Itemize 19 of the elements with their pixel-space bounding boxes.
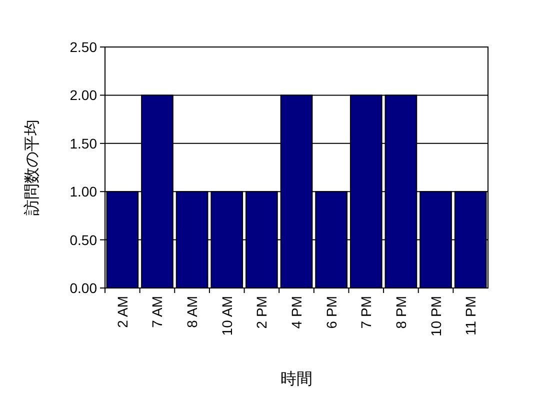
x-axis-title: 時間 (280, 370, 312, 388)
x-tick-label: 11 PM (462, 296, 479, 336)
x-tick-label: 10 PM (428, 296, 444, 336)
y-tick-label: 2.50 (70, 39, 98, 55)
x-tick-label: 2 AM (114, 296, 130, 328)
x-tick-label: 7 PM (358, 296, 374, 329)
y-tick-label: 1.00 (70, 184, 98, 200)
y-tick-label: 0.50 (70, 232, 98, 248)
x-tick-label: 4 PM (288, 296, 304, 329)
x-tick-label: 8 PM (392, 296, 409, 329)
x-tick-label: 10 AM (218, 296, 235, 336)
x-tick-label: 7 AM (149, 296, 166, 328)
y-tick-label: 2.00 (70, 87, 98, 104)
y-tick-label: 1.50 (70, 135, 98, 152)
x-tick-label: 8 AM (184, 296, 200, 328)
x-tick-label: 6 PM (323, 296, 340, 329)
y-axis-title: 訪問数の平均 (23, 120, 41, 216)
x-tick-label: 2 PM (254, 296, 270, 329)
y-tick-label: 0.00 (70, 280, 98, 296)
